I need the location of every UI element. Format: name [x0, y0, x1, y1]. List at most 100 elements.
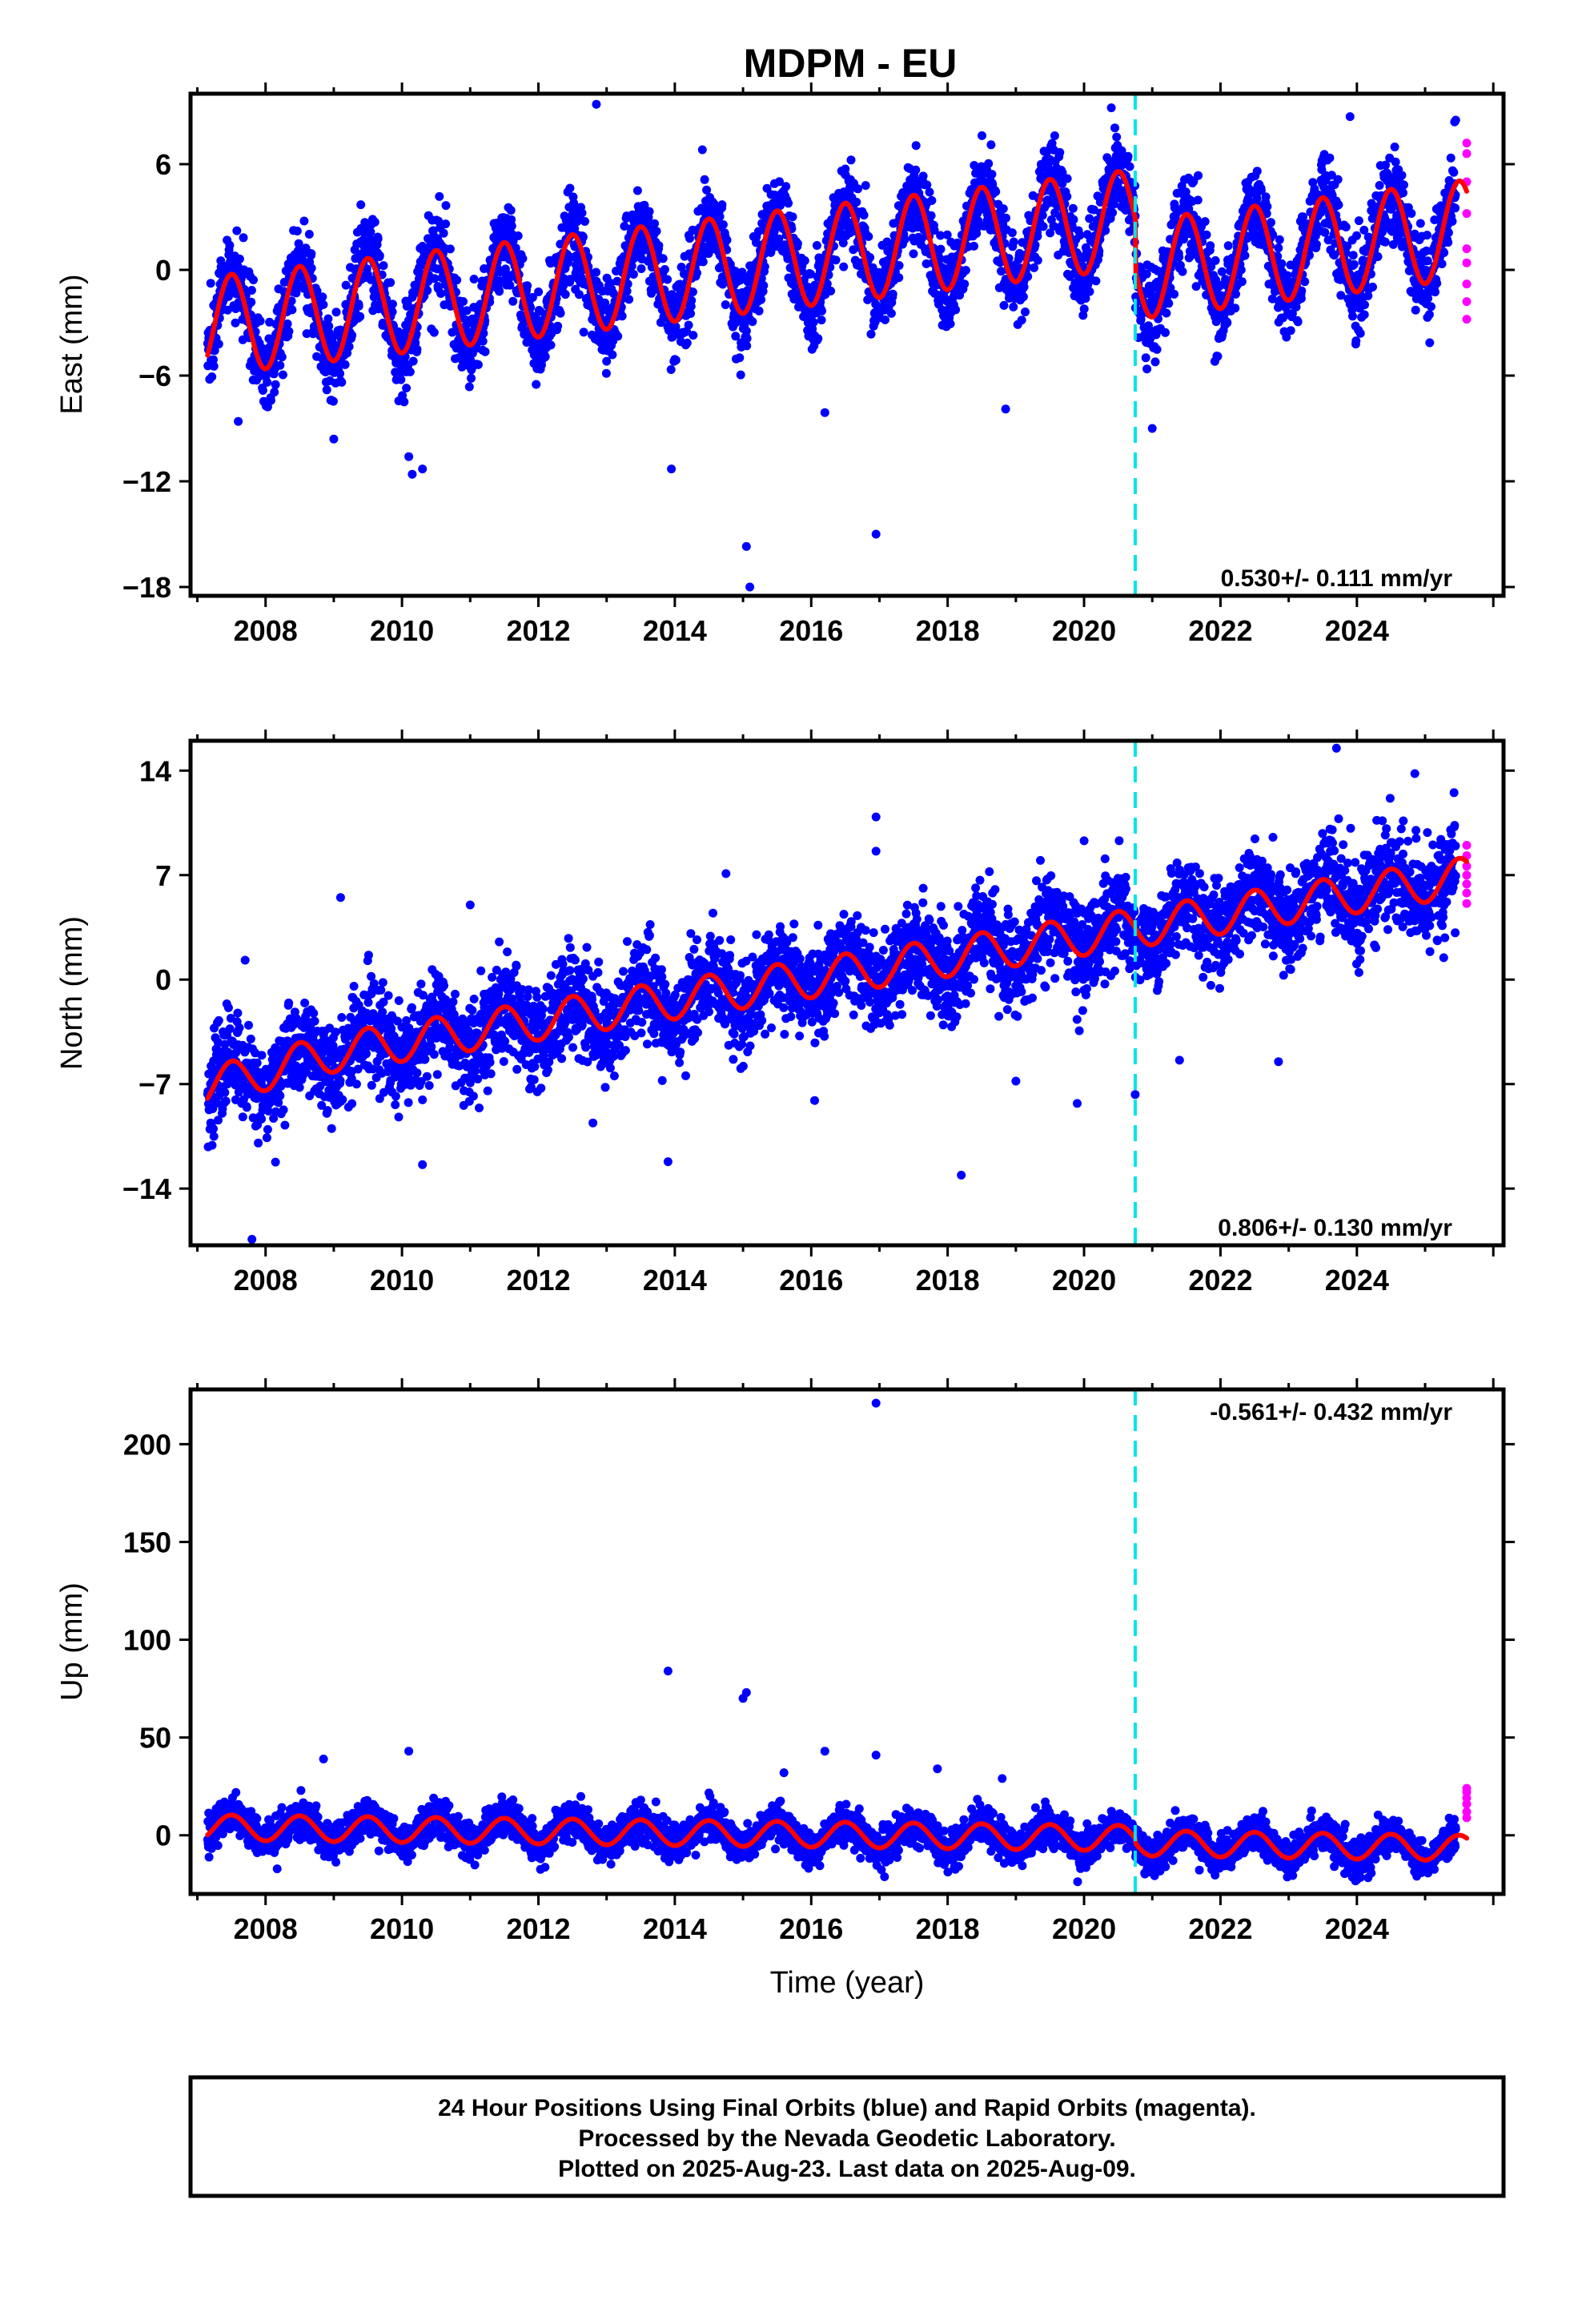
north-point [221, 1096, 231, 1106]
east-point [736, 370, 745, 380]
east-point [721, 300, 730, 309]
east-point [806, 269, 815, 279]
east-point [1299, 212, 1308, 222]
east-point [999, 300, 1009, 310]
east-point [469, 275, 479, 283]
east-point [760, 262, 769, 271]
east-point [262, 369, 271, 379]
east-point [319, 300, 328, 309]
east-point [1359, 310, 1369, 320]
east-point [1206, 241, 1215, 251]
east-point [1277, 259, 1287, 268]
east-point [340, 360, 350, 369]
east-rapid-point [1462, 244, 1472, 254]
east-point [652, 227, 661, 236]
east-point [323, 314, 333, 324]
east-point [1237, 277, 1247, 287]
east-point [441, 219, 451, 229]
east-point [1423, 256, 1432, 266]
east-point [622, 287, 632, 296]
east-point [813, 334, 823, 344]
east-point [658, 254, 668, 263]
east-point [1018, 292, 1028, 302]
east-point [946, 319, 955, 328]
east-point [718, 220, 728, 229]
east-point [528, 292, 537, 302]
east-point [580, 217, 589, 226]
east-point [784, 199, 793, 208]
east-point [291, 288, 301, 298]
east-point [1354, 216, 1363, 226]
east-point [1170, 289, 1179, 299]
east-point [984, 159, 994, 168]
east-point [283, 319, 292, 328]
east-point [387, 307, 397, 316]
east-point [370, 217, 379, 227]
east-point [577, 208, 587, 218]
east-point [684, 320, 693, 330]
east-point [1360, 300, 1369, 310]
north-point [271, 1157, 280, 1167]
east-point [322, 385, 331, 395]
east-point [1213, 352, 1223, 361]
east-point [861, 181, 870, 191]
north-point [262, 1133, 271, 1143]
east-outlier-point [667, 464, 677, 474]
east-point [1423, 231, 1431, 240]
east-point [759, 281, 769, 290]
east-y-tick-label: −18 [122, 571, 171, 604]
east-point [822, 279, 832, 288]
east-point [1427, 302, 1435, 312]
east-point [532, 380, 541, 389]
east-point [1425, 338, 1435, 348]
east-point [894, 261, 904, 270]
east-point [1447, 216, 1457, 226]
east-rate-label: 0.530+/- 0.111 mm/yr [1221, 565, 1453, 592]
east-point [1178, 267, 1187, 276]
east-point [688, 287, 697, 296]
east-point [687, 296, 697, 305]
east-point [354, 301, 363, 311]
east-point [1162, 308, 1171, 318]
east-point [387, 300, 397, 309]
east-point [600, 298, 610, 308]
east-point [1451, 115, 1460, 125]
east-point [1231, 304, 1240, 313]
north-panel: 2008 2010 2012 2014 2016 2018 2020 2022 20241470… [55, 730, 1515, 1297]
north-point [209, 1132, 219, 1141]
east-point [307, 263, 316, 273]
east-point [1194, 171, 1203, 180]
east-point [287, 296, 296, 306]
north-point [309, 1008, 319, 1018]
east-point [1325, 153, 1335, 163]
east-point [1311, 239, 1321, 249]
north-point [235, 1023, 244, 1032]
east-point [1091, 276, 1101, 286]
east-point [1033, 255, 1042, 265]
east-point [852, 197, 861, 207]
north-point [295, 1083, 304, 1092]
north-point [310, 1016, 319, 1026]
east-point [287, 305, 297, 315]
east-x-tick-label: 2014 [643, 614, 707, 647]
east-x-tick-label: 2020 [1052, 614, 1116, 647]
east-point [715, 212, 725, 221]
east-x-tick-label: 2024 [1325, 614, 1389, 647]
east-point [689, 331, 698, 340]
east-point [644, 207, 654, 216]
east-point [1085, 214, 1094, 223]
east-point [1007, 228, 1017, 238]
east-point [1125, 162, 1134, 171]
east-point [775, 177, 784, 187]
east-point [209, 355, 218, 364]
north-point [233, 1008, 243, 1018]
east-point [1432, 279, 1442, 288]
east-rapid-point [1462, 149, 1472, 159]
east-point [1355, 328, 1365, 338]
east-point [826, 286, 836, 296]
east-point [412, 344, 422, 354]
east-point [1424, 310, 1434, 320]
east-point [347, 331, 357, 340]
east-point [324, 321, 334, 331]
